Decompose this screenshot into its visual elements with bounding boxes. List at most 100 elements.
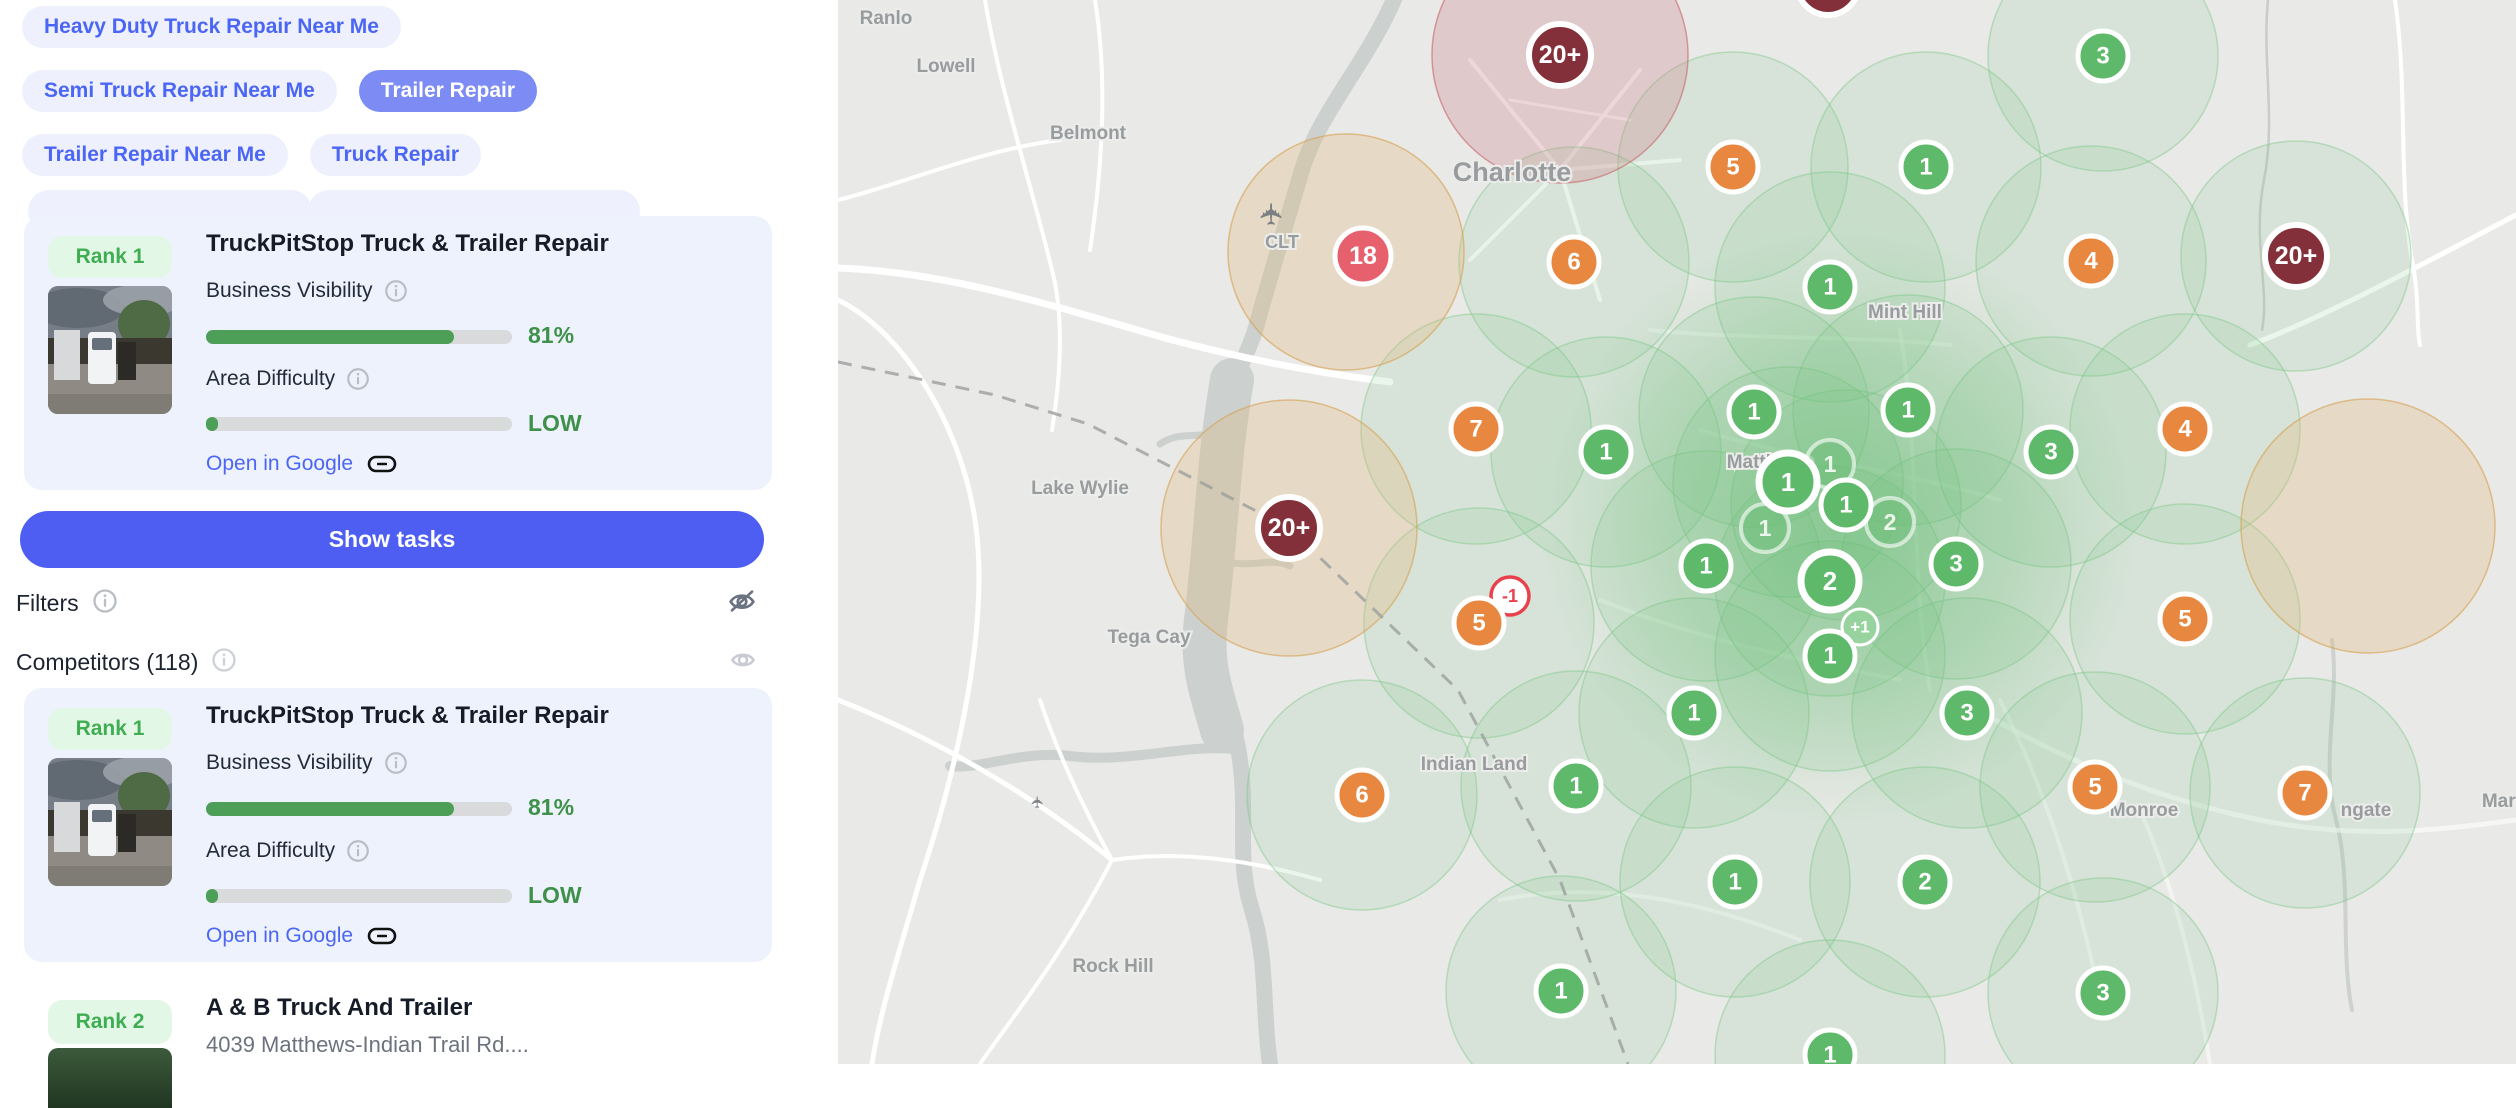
area-difficulty-label: Area Difficulty (206, 366, 371, 392)
info-icon (347, 368, 370, 390)
svg-text:2: 2 (1823, 566, 1837, 596)
keyword-chip[interactable]: Heavy Duty Truck Repair Near Me (22, 6, 401, 48)
info-icon[interactable] (210, 646, 238, 679)
svg-text:1: 1 (1699, 553, 1712, 580)
svg-text:1: 1 (1747, 399, 1760, 426)
rank-marker[interactable]: 5 (2067, 759, 2123, 815)
business-photo (48, 1048, 172, 1108)
place-label: Lowell (916, 56, 975, 77)
place-label: Lake Wylie (1031, 478, 1129, 499)
svg-text:-1: -1 (1502, 586, 1518, 606)
rank-marker[interactable]: 1 (1666, 685, 1722, 741)
business-title: TruckPitStop Truck & Trailer Repair (206, 702, 609, 729)
rank-marker[interactable]: 1 (1678, 538, 1734, 594)
keyword-chip[interactable]: Trailer Repair Near Me (22, 134, 288, 176)
rank-marker[interactable]: 1 (1880, 382, 1936, 438)
scan-circle-beige (2240, 398, 2496, 654)
rank-marker[interactable]: 3 (1928, 536, 1984, 592)
rank-marker[interactable]: 1 (1898, 139, 1954, 195)
rank-marker[interactable]: 1 (1802, 259, 1858, 315)
svg-text:1: 1 (1687, 700, 1700, 727)
visibility-bar (206, 330, 512, 344)
svg-text:4: 4 (2084, 248, 2098, 275)
svg-text:7: 7 (2298, 780, 2311, 807)
rank-marker[interactable]: 4 (2157, 401, 2213, 457)
difficulty-value: LOW (528, 410, 582, 436)
rank-marker[interactable]: +1 (1840, 607, 1880, 647)
rank-marker[interactable]: 1 (1802, 1027, 1858, 1064)
map-canvas[interactable]: Ranlo Lowell Belmont Charlotte CLT Mint Hill M… (838, 0, 2516, 1064)
rank-marker[interactable]: 7 (1448, 401, 1504, 457)
svg-text:3: 3 (2044, 439, 2057, 466)
rank-marker[interactable]: 1 (1818, 477, 1874, 533)
rank-marker[interactable]: 5 (1705, 139, 1761, 195)
rank-badge: Rank 2 (48, 1000, 172, 1044)
svg-text:1: 1 (1823, 643, 1836, 670)
rank-marker[interactable]: 1 (1755, 449, 1821, 515)
keyword-chip[interactable]: Trailer Repair (358, 70, 538, 112)
difficulty-value: LOW (528, 882, 582, 908)
rank-marker[interactable]: 1 (1802, 628, 1858, 684)
place-label: Indian Land (1421, 754, 1528, 775)
rank-marker[interactable]: 20+ (1255, 494, 1323, 562)
rank-marker[interactable]: 18 (1332, 225, 1394, 287)
rank-marker[interactable]: 3 (2023, 424, 2079, 480)
rank-badge: Rank 1 (48, 708, 172, 750)
rank-marker[interactable]: 3 (2075, 28, 2131, 84)
rank-marker[interactable]: 5 (1451, 595, 1507, 651)
rank-marker[interactable]: 1 (1533, 963, 1589, 1019)
keyword-chip[interactable]: Truck Repair (309, 134, 482, 176)
rank-marker[interactable]: 4 (2063, 233, 2119, 289)
rank-marker[interactable]: -1 (1489, 575, 1531, 617)
business-card[interactable]: Rank 1 TruckPitStop Truck & Trailer Repa… (24, 688, 772, 962)
filters-row: Filters (16, 585, 772, 622)
place-label: CLT (1265, 232, 1299, 252)
business-card[interactable]: Rank 1 TruckPitStop Truck & Trailer Repa… (24, 216, 772, 490)
eye-icon[interactable] (728, 645, 758, 680)
rank-grid-map[interactable]: Ranlo Lowell Belmont Charlotte CLT Mint Hill M… (838, 0, 2516, 1064)
rank-marker[interactable]: 1 (1578, 424, 1634, 480)
rank-marker[interactable]: 20+ (2262, 222, 2330, 290)
scan-circle-green (1987, 0, 2219, 172)
svg-text:+1: +1 (1850, 618, 1869, 637)
link-icon (367, 927, 397, 945)
business-title: A & B Truck And Trailer (206, 994, 473, 1021)
svg-text:1: 1 (1781, 467, 1795, 497)
rank-marker[interactable]: 2 (1864, 496, 1916, 548)
svg-text:5: 5 (1726, 154, 1739, 181)
rank-marker[interactable]: 3 (1939, 685, 1995, 741)
svg-text:2: 2 (1918, 869, 1931, 896)
rank-marker[interactable]: 3 (2075, 965, 2131, 1021)
keyword-chip[interactable]: Semi Truck Repair Near Me (22, 70, 337, 112)
place-label: Charlotte (1453, 157, 1572, 187)
open-in-google-link[interactable]: Open in Google (206, 924, 397, 948)
info-icon (384, 280, 407, 302)
rank-marker[interactable]: 20+ (1797, 0, 1859, 18)
competitors-title: Competitors (118) (16, 649, 199, 675)
info-icon[interactable] (91, 587, 119, 620)
rank-marker[interactable]: 1 (1707, 854, 1763, 910)
rank-marker[interactable]: 5 (2157, 591, 2213, 647)
business-photo (48, 758, 172, 886)
show-tasks-button[interactable]: Show tasks (20, 511, 764, 568)
rank-marker[interactable]: 7 (2277, 765, 2333, 821)
place-label: ngate (2341, 800, 2392, 821)
rank-marker[interactable]: 2 (1897, 854, 1953, 910)
link-icon (367, 455, 397, 473)
svg-text:1: 1 (1554, 978, 1567, 1005)
svg-text:18: 18 (1349, 242, 1377, 270)
rank-marker[interactable]: 2 (1797, 548, 1863, 614)
visibility-value: 81% (528, 322, 575, 348)
rank-marker[interactable]: 1 (1726, 384, 1782, 440)
rank-marker[interactable]: 1 (1548, 758, 1604, 814)
svg-text:5: 5 (2088, 774, 2101, 801)
eye-off-icon[interactable] (726, 585, 758, 622)
open-in-google-link[interactable]: Open in Google (206, 452, 397, 476)
rank-marker[interactable]: 6 (1334, 767, 1390, 823)
rank-marker[interactable]: 6 (1546, 234, 1602, 290)
business-photo (48, 286, 172, 414)
svg-text:7: 7 (1469, 416, 1482, 443)
rank-marker[interactable]: 20+ (1526, 21, 1594, 89)
svg-text:1: 1 (1759, 515, 1772, 541)
rank-marker[interactable]: 1 (1739, 502, 1791, 554)
